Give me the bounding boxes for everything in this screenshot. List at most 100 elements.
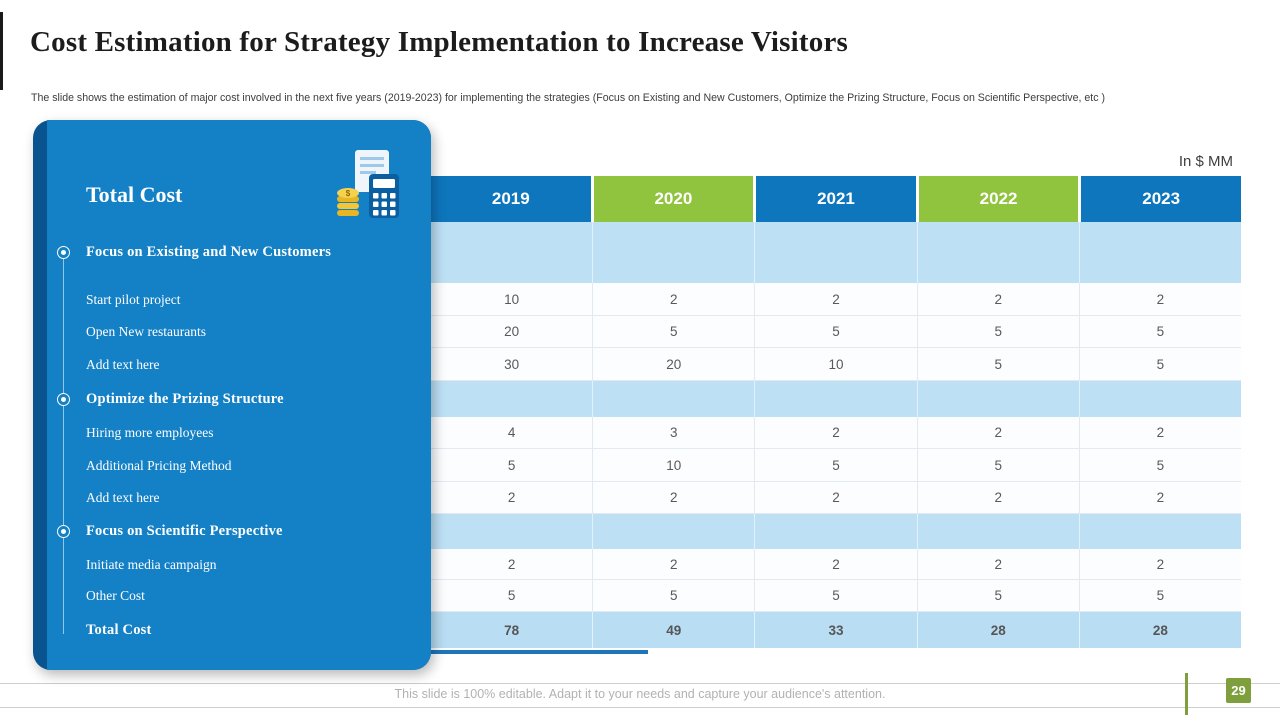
panel-connector-line — [63, 254, 64, 634]
row-label: Additional Pricing Method — [86, 457, 232, 473]
table-cell: 2 — [1079, 283, 1242, 316]
table-cell: 2 — [755, 549, 918, 580]
total-row-underline — [431, 650, 648, 654]
panel-list-item: Total Cost — [47, 612, 431, 648]
row-label: Focus on Scientific Perspective — [86, 523, 283, 539]
table-cell: 5 — [1079, 348, 1242, 381]
radio-bullet-icon — [57, 246, 70, 259]
column-header-2019: 2019 — [431, 176, 594, 222]
row-label: Other Cost — [86, 588, 145, 603]
table-row: 20 5 5 5 5 — [431, 316, 1242, 348]
table-cell: 5 — [917, 449, 1080, 482]
table-cell: 30 — [431, 348, 594, 381]
table-row: 5 10 5 5 5 — [431, 449, 1242, 482]
panel-section-item: Focus on Existing and New Customers — [47, 222, 431, 283]
table-cell: 4 — [431, 417, 594, 449]
panel-title: Total Cost — [86, 182, 183, 207]
table-cell: 5 — [917, 348, 1080, 381]
table-cell: 3 — [593, 417, 756, 449]
total-cost-panel: Total Cost — [33, 120, 431, 670]
table-cell — [755, 222, 918, 283]
table-cell: 5 — [1079, 580, 1242, 612]
column-header-2021: 2021 — [756, 176, 919, 222]
table-cell — [918, 381, 1080, 417]
panel-list-item: Add text here — [47, 482, 431, 514]
column-header-2022: 2022 — [918, 176, 1082, 222]
column-header-2023: 2023 — [1081, 176, 1241, 222]
row-label: Focus on Existing and New Customers — [86, 244, 332, 260]
panel-list-item: Hiring more employees — [47, 417, 431, 449]
row-label: Optimize the Prizing Structure — [86, 390, 284, 407]
table-row — [431, 381, 1241, 417]
row-label: Open New restaurants — [86, 324, 206, 339]
row-label: Initiate media campaign — [86, 556, 217, 572]
table-cell: 10 — [593, 449, 756, 482]
table-cell: 78 — [431, 612, 594, 648]
table-cell — [755, 514, 918, 549]
table-body: 10 2 2 2 2 20 5 5 5 5 30 20 10 5 5 4 3 2 2 2 5 10 5 5 5 2 2 2 2 2 2 2 2 2… — [431, 222, 1242, 648]
table-cell: 5 — [1079, 449, 1242, 482]
footer-divider-bottom — [0, 707, 1280, 708]
table-row: 78 49 33 28 28 — [431, 612, 1241, 648]
table-cell: 5 — [755, 580, 918, 612]
table-row — [431, 514, 1241, 549]
table-cell: 2 — [917, 417, 1080, 449]
panel-list-item: Additional Pricing Method — [47, 449, 431, 482]
table-cell — [431, 381, 594, 417]
table-cell — [1080, 222, 1241, 283]
footer-accent-tick — [1185, 673, 1188, 715]
table-cell: 5 — [1079, 316, 1242, 348]
svg-text:$: $ — [346, 189, 351, 198]
table-cell — [918, 514, 1080, 549]
left-accent-bar — [0, 12, 3, 90]
table-cell: 2 — [917, 283, 1080, 316]
table-cell: 5 — [917, 580, 1080, 612]
table-header-row: 2019 2020 2021 2022 2023 — [431, 176, 1241, 222]
table-cell: 5 — [755, 316, 918, 348]
footer-note: This slide is 100% editable. Adapt it to… — [394, 687, 886, 701]
page-title: Cost Estimation for Strategy Implementat… — [30, 26, 849, 58]
footer-divider-top — [0, 683, 1280, 684]
table-cell: 49 — [593, 612, 756, 648]
table-cell: 20 — [593, 348, 756, 381]
table-cell — [431, 222, 594, 283]
table-cell — [431, 514, 594, 549]
panel-inner: Total Cost — [47, 120, 431, 670]
table-row: 30 20 10 5 5 — [431, 348, 1242, 381]
table-row — [431, 222, 1241, 283]
table-cell: 28 — [1152, 622, 1168, 638]
table-cell: 5 — [431, 449, 594, 482]
panel-list-item: Open New restaurants — [47, 316, 431, 348]
table-cell: 5 — [917, 316, 1080, 348]
table-cell: 2 — [755, 283, 918, 316]
table-cell: 5 — [593, 316, 756, 348]
table-cell: 2 — [1079, 482, 1242, 514]
table-cell: 20 — [431, 316, 594, 348]
row-label: Add text here — [86, 490, 160, 505]
table-cell: 5 — [431, 580, 594, 612]
table-cell — [1080, 381, 1241, 417]
table-cell — [593, 514, 756, 549]
panel-section-item: Optimize the Prizing Structure — [47, 381, 431, 417]
table-cell: 2 — [1079, 417, 1242, 449]
row-label: Hiring more employees — [86, 425, 214, 440]
table-cell — [593, 222, 756, 283]
page-number-badge: 29 — [1226, 678, 1251, 703]
radio-bullet-icon — [57, 392, 70, 406]
table-cell — [1080, 514, 1241, 549]
table-cell: 33 — [755, 612, 918, 648]
radio-bullet-icon — [57, 525, 70, 538]
panel-section-item: Focus on Scientific Perspective — [47, 514, 431, 549]
panel-list-item: Initiate media campaign — [47, 549, 431, 580]
table-cell: 2 — [593, 283, 756, 316]
table-cell: 2 — [593, 549, 756, 580]
table-cell: 2 — [593, 482, 756, 514]
slide-subtitle: The slide shows the estimation of major … — [31, 92, 1105, 104]
table-cell: 2 — [431, 482, 594, 514]
table-cell: 2 — [917, 549, 1080, 580]
table-cell: 2 — [1079, 549, 1242, 580]
